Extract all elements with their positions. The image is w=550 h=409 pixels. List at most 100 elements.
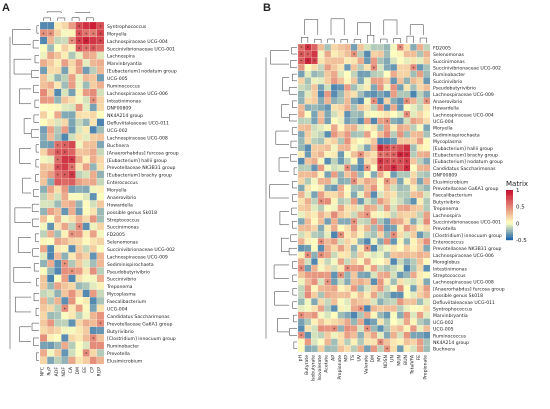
heatmap-cell: [377, 204, 384, 212]
heatmap-cell: [344, 291, 351, 299]
heatmap-cell: [357, 130, 365, 138]
heatmap-cell: [330, 271, 338, 279]
heatmap-cell: [61, 319, 69, 327]
heatmap-cell: [47, 289, 55, 298]
heatmap-cell: [403, 258, 411, 266]
heatmap-cell: [89, 36, 98, 45]
significance-marker: *: [386, 153, 388, 158]
heatmap-cell: [350, 104, 358, 112]
heatmap-cell: [377, 171, 384, 179]
heatmap-cell: [61, 274, 69, 283]
heatmap-cell: [383, 171, 391, 179]
heatmap-cell: [89, 133, 98, 142]
heatmap-cell: [396, 325, 404, 333]
heatmap-cell: [311, 331, 318, 339]
column-label: Propionate: [423, 355, 429, 380]
heatmap-cell: [383, 298, 391, 306]
heatmap-cell: [357, 331, 365, 339]
heatmap-cell: [324, 164, 332, 172]
heatmap-cell: [47, 73, 55, 82]
heatmap-cell: [89, 66, 98, 75]
heatmap-cell: [317, 124, 325, 132]
heatmap-cell: [330, 197, 338, 205]
heatmap-cell: [383, 218, 391, 225]
heatmap-cell: [47, 282, 55, 290]
heatmap-cell: [377, 318, 384, 326]
heatmap-cell: [403, 298, 411, 306]
heatmap-cell: [317, 191, 325, 199]
heatmap-cell: [96, 230, 105, 238]
heatmap-cell: [82, 118, 90, 127]
heatmap-cell: [317, 264, 325, 272]
heatmap-cell: [75, 237, 83, 246]
heatmap-cell: [39, 200, 48, 208]
heatmap-cell: [423, 110, 431, 118]
heatmap-cell: [75, 259, 83, 268]
dendrogram-branch: [13, 58, 31, 75]
heatmap-cell: [416, 284, 424, 292]
heatmap-cell: [377, 50, 384, 58]
heatmap-cell: [370, 318, 378, 326]
heatmap-cell: [75, 267, 83, 275]
heatmap-cell: [47, 96, 55, 104]
heatmap-cell: [39, 334, 48, 342]
significance-marker: *: [347, 267, 349, 272]
heatmap-cell: [416, 305, 424, 312]
heatmap-cell: [39, 111, 48, 119]
heatmap-cell: [403, 271, 411, 279]
heatmap-cell: [350, 130, 358, 138]
row-label: NK4A214 group: [433, 340, 469, 346]
heatmap-cell: [350, 84, 358, 91]
heatmap-cell: [370, 258, 378, 266]
heatmap-cell: [370, 130, 378, 138]
heatmap-cell: [317, 177, 325, 185]
heatmap-cell: [304, 177, 312, 185]
heatmap-cell: [82, 237, 90, 246]
heatmap-cell: [96, 96, 105, 104]
heatmap-cell: [410, 238, 417, 245]
heatmap-cell: [61, 103, 69, 112]
heatmap-cell: [383, 224, 391, 232]
heatmap-cell: [370, 325, 378, 333]
row-label: [Eubacterium] hallii group: [433, 146, 493, 152]
significance-marker: *: [360, 307, 362, 312]
column-label: NFC: [40, 367, 46, 376]
heatmap-cell: [39, 140, 48, 149]
heatmap-cell: [61, 207, 69, 216]
heatmap-cell: [89, 170, 98, 179]
dendrogram-branch: [35, 174, 39, 183]
dendrogram-branch: [288, 87, 297, 95]
row-label: Lachnospiraceae UCG-009: [433, 92, 494, 98]
heatmap-cell: [311, 264, 318, 272]
heatmap-cell: [423, 325, 431, 333]
heatmap-cell: [61, 118, 69, 127]
heatmap-cell: [39, 289, 48, 298]
heatmap-cell: [344, 110, 351, 118]
heatmap-cell: [47, 319, 55, 327]
heatmap-cell: [317, 224, 325, 232]
significance-marker: *: [71, 173, 73, 178]
heatmap-cell: [89, 192, 98, 201]
heatmap-cell: [403, 318, 411, 326]
heatmap-cell: [370, 151, 378, 158]
heatmap-cell: [330, 184, 338, 192]
heatmap-cell: [82, 170, 90, 179]
significance-marker: *: [99, 39, 101, 44]
dendrogram-branch: [12, 29, 31, 45]
heatmap-cell: [89, 349, 98, 357]
heatmap-cell: [311, 244, 318, 252]
heatmap-cell: [317, 70, 325, 78]
heatmap-cell: [396, 244, 404, 252]
heatmap-cell: [68, 96, 76, 104]
heatmap-cell: [330, 130, 338, 138]
row-label: Syntrophococcus: [433, 306, 473, 312]
heatmap-cell: [383, 164, 391, 172]
heatmap-cell: [61, 215, 69, 223]
heatmap-cell: [317, 244, 325, 252]
heatmap-cell: [350, 271, 358, 279]
heatmap-cell: [344, 345, 351, 353]
heatmap-cell: [363, 177, 371, 185]
heatmap-cell: [410, 251, 417, 259]
dendrogram-branch: [85, 17, 94, 21]
heatmap-cell: [403, 137, 411, 145]
